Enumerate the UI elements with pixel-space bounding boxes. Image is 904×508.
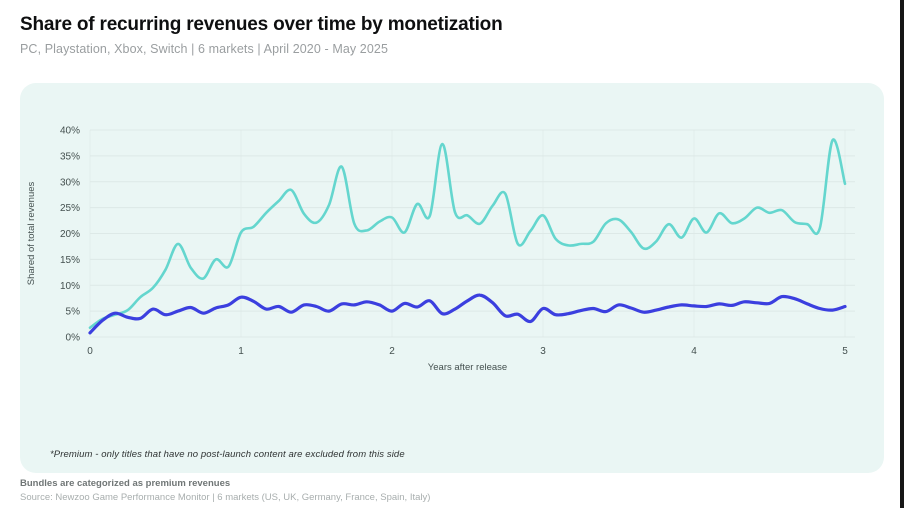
x-tick-label: 5 <box>842 346 848 357</box>
x-tick-label: 0 <box>87 346 93 357</box>
x-axis-title: Years after release <box>428 362 507 373</box>
x-tick-label: 1 <box>238 346 244 357</box>
chart-panel: 0% 5% 10% 15% 20% 25% 30% 35% 40% 0 1 2 3 4 5 Years aft… <box>20 83 884 473</box>
footer-note: Bundles are categorized as premium reven… <box>20 478 231 489</box>
chart-header: Share of recurring revenues over time by… <box>20 14 880 56</box>
footer-source: Source: Newzoo Game Performance Monitor … <box>20 492 431 503</box>
y-tick-label: 30% <box>60 177 80 188</box>
y-tick-label: 5% <box>66 307 81 318</box>
y-tick-label: 15% <box>60 255 80 266</box>
page-subtitle: PC, Playstation, Xbox, Switch | 6 market… <box>20 42 389 56</box>
series-blue-line <box>88 293 847 335</box>
line-chart: 0% 5% 10% 15% 20% 25% 30% 35% 40% 0 1 2 3 4 5 Years aft… <box>26 126 855 373</box>
y-tick-label: 40% <box>60 126 80 137</box>
y-tick-label: 20% <box>60 229 80 240</box>
y-axis-title: Shared of total revenues <box>26 181 37 285</box>
chart-footnote: *Premium - only titles that have no post… <box>50 449 405 460</box>
x-tick-label: 4 <box>691 346 697 357</box>
x-tick-label: 2 <box>389 346 395 357</box>
x-tick-label: 3 <box>540 346 546 357</box>
page-footer: Bundles are categorized as premium reven… <box>20 478 880 503</box>
y-tick-label: 0% <box>66 333 81 344</box>
series-teal-line <box>88 138 847 329</box>
y-tick-label: 25% <box>60 203 80 214</box>
y-tick-label: 10% <box>60 281 80 292</box>
screen-edge-strip <box>900 0 904 508</box>
y-tick-label: 35% <box>60 151 80 162</box>
page-title: Share of recurring revenues over time by… <box>20 14 503 35</box>
